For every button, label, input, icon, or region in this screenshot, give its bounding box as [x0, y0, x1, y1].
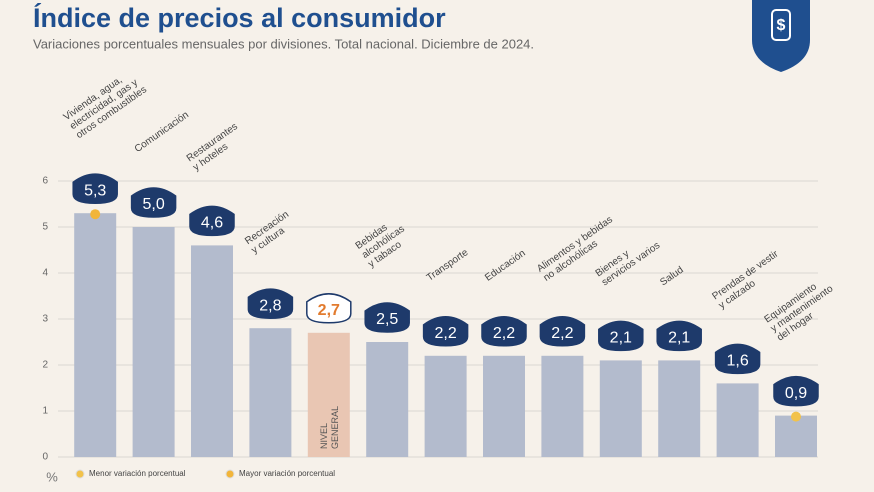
svg-text:$: $ [777, 17, 786, 34]
bar [541, 355, 584, 457]
value-label: 4,6 [201, 215, 223, 232]
legend-swatch [75, 469, 85, 479]
bar [658, 360, 701, 457]
value-label: 2,2 [551, 325, 573, 342]
category-label: NIVELGENERAL [319, 406, 340, 449]
category-line: NIVEL [319, 423, 329, 449]
value-badge [714, 343, 761, 375]
value-badge [539, 316, 586, 347]
y-tick-label: 0 [42, 452, 48, 463]
bar [599, 360, 642, 457]
chart-subtitle: Variaciones porcentuales mensuales por d… [33, 36, 534, 51]
legend-label: Menor variación porcentual [89, 469, 186, 478]
value-label: 5,0 [142, 196, 164, 213]
y-tick-label: 6 [42, 176, 48, 187]
value-badge [72, 173, 118, 204]
value-label: 2,5 [376, 311, 398, 328]
bar [775, 415, 817, 457]
min-marker [791, 411, 801, 422]
bar [191, 245, 233, 457]
value-badge [247, 288, 294, 319]
bar [307, 332, 350, 457]
bar [483, 355, 525, 457]
value-badge [598, 320, 644, 352]
bar [716, 383, 759, 457]
value-badge [773, 375, 819, 407]
legend-swatch [225, 469, 235, 479]
y-tick-label: 2 [42, 360, 48, 371]
value-label: 5,3 [84, 182, 106, 199]
value-badge [189, 205, 235, 237]
category-line: GENERAL [330, 406, 340, 449]
value-label: 1,6 [726, 353, 748, 370]
y-tick-label: 5 [42, 222, 48, 233]
value-badge [656, 320, 702, 352]
value-label: 2,2 [434, 325, 456, 342]
value-label: 2,7 [318, 302, 340, 319]
chart-title: Índice de precios al consumidor [33, 2, 446, 33]
bar [132, 227, 175, 457]
bar [424, 355, 467, 457]
value-label: 0,9 [785, 385, 807, 402]
y-tick-label: 3 [42, 314, 48, 325]
value-label: 2,8 [259, 297, 281, 314]
value-badge [130, 187, 177, 218]
value-badge [364, 302, 410, 333]
value-label: 2,2 [493, 325, 515, 342]
value-badge [422, 316, 469, 347]
max-marker [90, 209, 101, 220]
value-label: 2,1 [668, 330, 690, 347]
bar [249, 328, 292, 457]
value-badge [306, 293, 352, 324]
bar [366, 342, 409, 457]
legend-label: Mayor variación porcentual [239, 469, 335, 478]
y-tick-label: 4 [42, 268, 48, 279]
value-badge [481, 316, 527, 347]
y-axis-label: % [46, 469, 58, 484]
logo: $ [752, 0, 810, 72]
bar [74, 213, 117, 457]
y-tick-label: 1 [42, 406, 48, 417]
value-label: 2,1 [610, 330, 632, 347]
